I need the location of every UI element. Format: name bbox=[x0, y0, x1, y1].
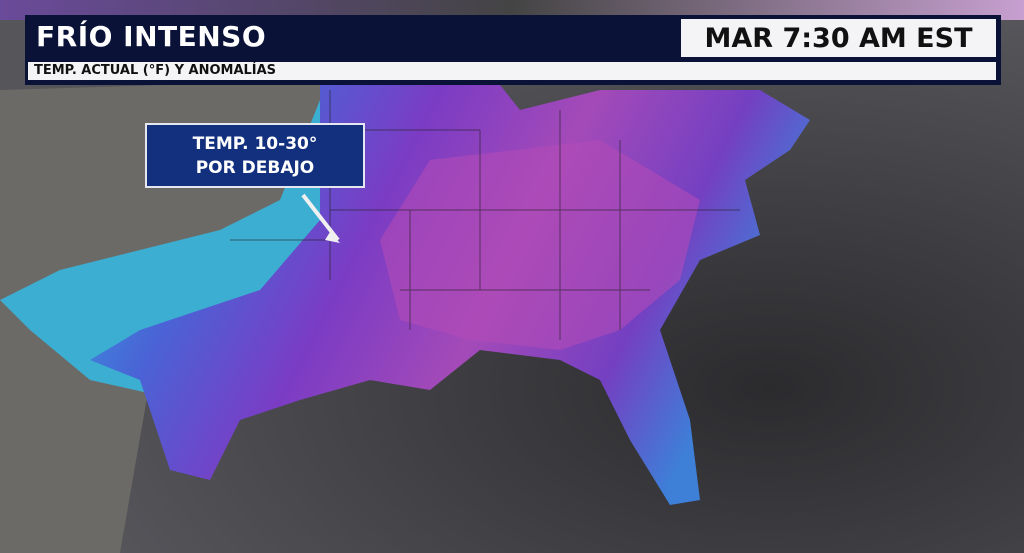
header-banner: FRÍO INTENSO MAR 7:30 AM EST TEMP. ACTUA… bbox=[25, 15, 1001, 85]
arrow-head-icon bbox=[325, 232, 340, 243]
timestamp: MAR 7:30 AM EST bbox=[681, 19, 996, 57]
callout-line-1: TEMP. 10-30° bbox=[192, 133, 318, 154]
callout-line-2: POR DEBAJO bbox=[195, 157, 315, 178]
map-subtitle: TEMP. ACTUAL (°F) Y ANOMALÍAS bbox=[28, 62, 996, 80]
anomaly-callout: TEMP. 10-30° POR DEBAJO bbox=[145, 123, 365, 188]
map-title: FRÍO INTENSO bbox=[36, 20, 267, 53]
callout-arrow bbox=[301, 193, 340, 242]
